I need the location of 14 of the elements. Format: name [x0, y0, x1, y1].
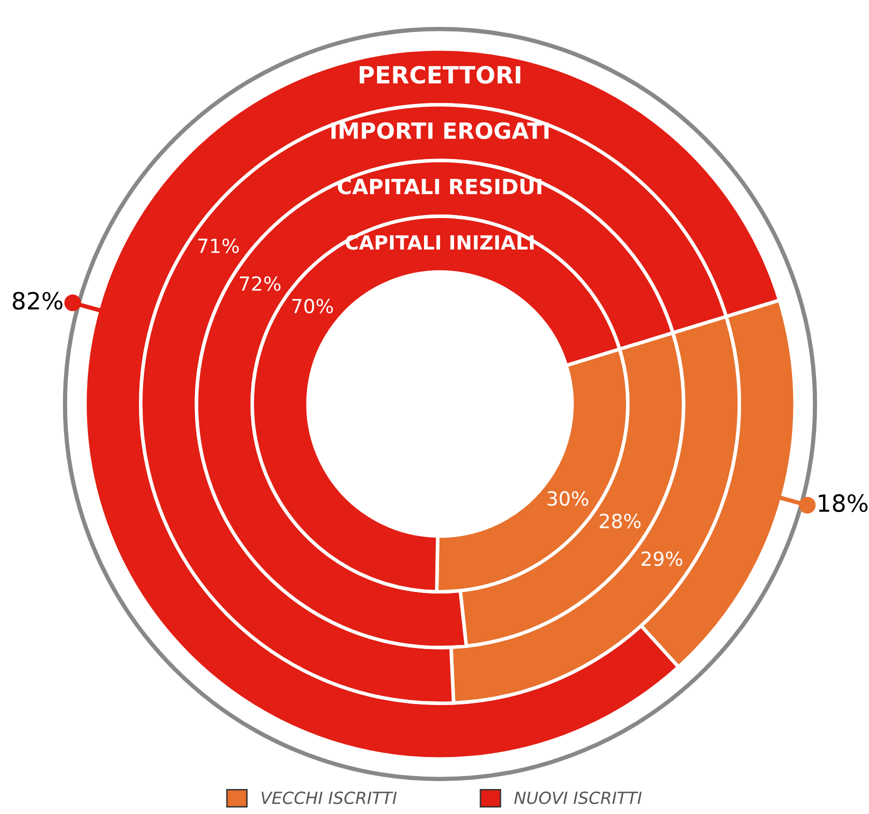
legend-label: VECCHI ISCRITTI — [262, 791, 397, 804]
slice-label: IMPORTI EROGATI — [331, 122, 549, 140]
data-label: 28% — [600, 514, 641, 528]
data-label: 29% — [642, 551, 682, 566]
data-label: 82% — [12, 292, 62, 310]
slice-label: CAPITALI RESIDUI — [338, 178, 542, 194]
data-label: 71% — [198, 238, 239, 254]
data-label: 18% — [818, 494, 868, 512]
legend-label: NUOVI ISCRITTI — [514, 791, 642, 804]
slice-label: CAPITALI INIZIALI — [346, 235, 534, 250]
slice-label: PERCETTORI — [360, 66, 520, 84]
data-label: 72% — [240, 276, 281, 291]
data-label: 70% — [292, 298, 333, 314]
data-label: 30% — [548, 491, 588, 506]
